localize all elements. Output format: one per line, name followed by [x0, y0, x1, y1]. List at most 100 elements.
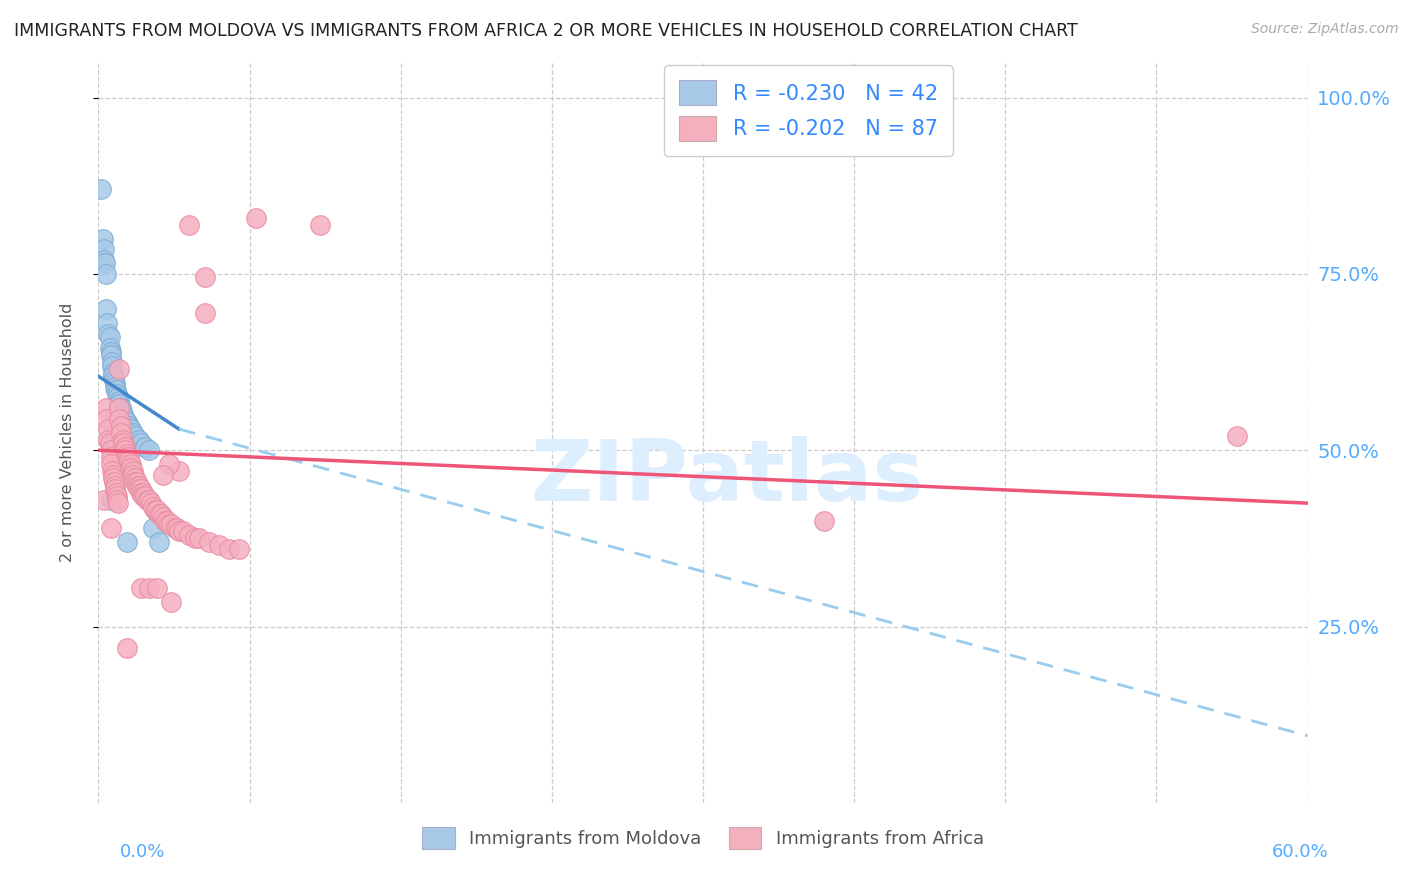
Point	[132, 485, 155, 500]
Point	[107, 496, 129, 510]
Point	[148, 535, 170, 549]
Point	[157, 517, 180, 532]
Point	[107, 390, 129, 404]
Point	[97, 422, 120, 436]
Point	[100, 458, 122, 472]
Point	[100, 492, 122, 507]
Point	[152, 510, 174, 524]
Point	[128, 482, 150, 496]
Point	[110, 401, 132, 415]
Point	[107, 401, 129, 415]
Text: IMMIGRANTS FROM MOLDOVA VS IMMIGRANTS FROM AFRICA 2 OR MORE VEHICLES IN HOUSEHOL: IMMIGRANTS FROM MOLDOVA VS IMMIGRANTS FR…	[14, 22, 1078, 40]
Text: Source: ZipAtlas.com: Source: ZipAtlas.com	[1251, 22, 1399, 37]
Point	[134, 440, 156, 454]
Point	[166, 521, 188, 535]
Point	[129, 581, 152, 595]
Point	[813, 514, 835, 528]
Point	[146, 581, 169, 595]
Point	[184, 532, 207, 546]
Point	[124, 429, 146, 443]
Point	[129, 436, 152, 450]
Point	[100, 450, 122, 465]
Point	[132, 489, 155, 503]
Point	[115, 415, 138, 429]
Point	[152, 467, 174, 482]
Point	[101, 369, 124, 384]
Point	[120, 422, 142, 436]
Point	[134, 489, 156, 503]
Point	[124, 471, 146, 485]
Point	[125, 475, 148, 489]
Point	[115, 450, 138, 465]
Point	[146, 503, 169, 517]
Text: 0.0%: 0.0%	[120, 843, 165, 861]
Point	[107, 397, 129, 411]
Point	[101, 467, 124, 482]
Point	[107, 393, 129, 408]
Point	[100, 521, 122, 535]
Point	[96, 401, 118, 415]
Point	[101, 366, 124, 380]
Point	[96, 302, 118, 317]
Point	[163, 521, 186, 535]
Point	[115, 640, 138, 655]
Point	[120, 461, 142, 475]
Point	[93, 492, 115, 507]
Point	[114, 440, 136, 454]
Point	[96, 267, 118, 281]
Y-axis label: 2 or more Vehicles in Household: 2 or more Vehicles in Household	[60, 303, 75, 562]
Text: ZIPatlas: ZIPatlas	[530, 435, 924, 518]
Point	[309, 218, 332, 232]
Point	[179, 528, 201, 542]
Point	[218, 541, 240, 556]
Point	[105, 489, 128, 503]
Point	[110, 425, 132, 440]
Point	[188, 532, 211, 546]
Point	[111, 408, 134, 422]
Point	[167, 464, 190, 478]
Point	[124, 475, 146, 489]
Point	[135, 492, 157, 507]
Point	[110, 418, 132, 433]
Point	[167, 524, 190, 539]
Point	[93, 252, 115, 267]
Point	[103, 475, 125, 489]
Point	[194, 270, 217, 285]
Point	[142, 500, 165, 514]
Point	[121, 467, 143, 482]
Point	[128, 478, 150, 492]
Point	[100, 344, 122, 359]
Point	[160, 595, 183, 609]
Point	[129, 485, 152, 500]
Point	[97, 433, 120, 447]
Point	[118, 454, 141, 468]
Point	[104, 485, 127, 500]
Point	[118, 418, 141, 433]
Point	[115, 447, 138, 461]
Point	[245, 211, 267, 225]
Point	[104, 384, 127, 398]
Point	[90, 182, 112, 196]
Point	[153, 514, 176, 528]
Point	[114, 443, 136, 458]
Point	[129, 482, 152, 496]
Point	[115, 535, 138, 549]
Point	[98, 330, 121, 344]
Point	[121, 425, 143, 440]
Text: 60.0%: 60.0%	[1272, 843, 1329, 861]
Point	[1226, 429, 1249, 443]
Point	[125, 478, 148, 492]
Point	[107, 362, 129, 376]
Point	[103, 373, 125, 387]
Point	[100, 443, 122, 458]
Point	[121, 464, 143, 478]
Point	[194, 306, 217, 320]
Point	[228, 541, 250, 556]
Point	[100, 348, 122, 362]
Point	[94, 256, 117, 270]
Point	[208, 538, 231, 552]
Point	[100, 355, 122, 369]
Point	[103, 482, 125, 496]
Point	[98, 341, 121, 355]
Point	[111, 436, 134, 450]
